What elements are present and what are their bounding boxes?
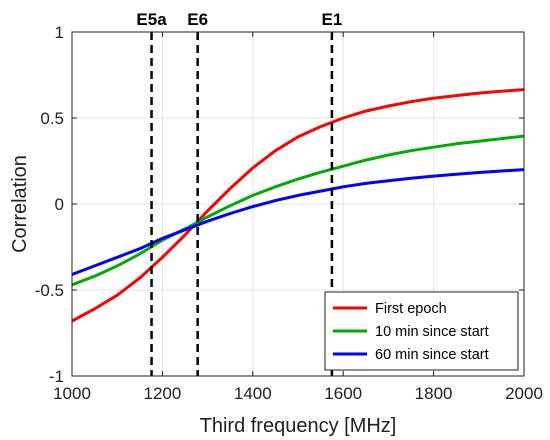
band-marker-label-E6: E6 bbox=[187, 10, 208, 29]
legend: First epoch 10 min since start 60 min sinc… bbox=[324, 291, 519, 371]
legend-label-2: 60 min since start bbox=[375, 347, 489, 363]
y-tick-label: -1 bbox=[49, 367, 64, 386]
y-tick-label: 0.5 bbox=[40, 109, 64, 128]
band-marker-label-E1: E1 bbox=[322, 10, 343, 29]
band-marker-label-E5a: E5a bbox=[136, 10, 167, 29]
band-markers: E5a E6 E1 bbox=[136, 10, 342, 376]
y-tick-label: 1 bbox=[55, 23, 64, 42]
series-line-1 bbox=[71, 134, 525, 287]
y-tick-label: -0.5 bbox=[35, 281, 64, 300]
legend-label-1: 10 min since start bbox=[375, 324, 489, 340]
series-line-2 bbox=[71, 168, 525, 276]
y-axis-label: Correlation bbox=[9, 155, 31, 253]
x-axis-label: Third frequency [MHz] bbox=[200, 415, 397, 437]
x-tick-label: 1400 bbox=[234, 384, 272, 403]
y-tick-label: 0 bbox=[55, 195, 64, 214]
x-tick-label: 1200 bbox=[143, 384, 181, 403]
x-tick-label: 2000 bbox=[505, 384, 543, 403]
x-tick-label: 1600 bbox=[324, 384, 362, 403]
axis-ticks: 1000 1200 1400 1600 1800 2000 -1 -0.5 0 0.5 1 bbox=[35, 23, 543, 403]
legend-label-0: First epoch bbox=[375, 301, 447, 317]
series-line-0 bbox=[71, 88, 525, 323]
series-lines bbox=[71, 88, 525, 323]
x-tick-label: 1800 bbox=[415, 384, 453, 403]
x-tick-label: 1000 bbox=[53, 384, 91, 403]
